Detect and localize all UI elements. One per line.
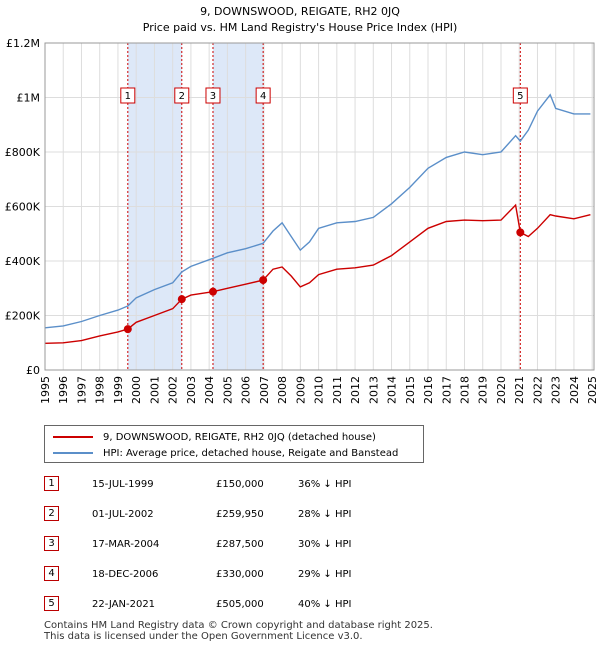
y-tick-label: £200K: [5, 310, 41, 323]
plot-border: [44, 42, 595, 371]
y-tick-label: £1.2M: [6, 37, 40, 50]
sale-hpi-diff: 30% ↓ HPI: [298, 539, 352, 550]
sale-number-badge: 4: [44, 566, 59, 581]
x-tick-label: 1998: [94, 376, 107, 404]
x-tick-label: 2006: [240, 376, 253, 404]
sale-label-number: 1: [125, 91, 131, 102]
sale-label-number: 5: [517, 91, 523, 102]
x-tick-label: 1995: [39, 376, 52, 404]
x-tick-label: 2002: [167, 376, 180, 404]
sale-point: [259, 276, 268, 285]
sale-label-box: [174, 87, 190, 104]
x-tick-label: 2025: [586, 376, 599, 404]
x-tick-label: 2012: [349, 376, 362, 404]
footer-line-licence: This data is licensed under the Open Gov…: [44, 631, 363, 642]
x-tick-label: 2003: [185, 376, 198, 404]
chart-legend: 9, DOWNSWOOD, REIGATE, RH2 0JQ (detached…: [44, 425, 424, 463]
sale-label-number: 3: [210, 91, 216, 102]
table-row: 5 22-JAN-2021 £505,000 40% ↓ HPI: [44, 596, 444, 616]
y-tick-label: £0: [26, 364, 40, 377]
sale-label-number: 4: [260, 91, 266, 102]
legend-label-hpi: HPI: Average price, detached house, Reig…: [103, 447, 399, 459]
x-tick-label: 2010: [313, 376, 326, 404]
sale-price: £259,950: [216, 509, 264, 520]
sale-number-badge: 3: [44, 536, 59, 551]
x-tick-label: 2013: [367, 376, 380, 404]
x-tick-label: 2015: [404, 376, 417, 404]
y-tick-label: £400K: [5, 255, 41, 268]
sale-point: [208, 287, 217, 296]
table-row: 4 18-DEC-2006 £330,000 29% ↓ HPI: [44, 566, 444, 586]
sale-hpi-diff: 40% ↓ HPI: [298, 599, 352, 610]
sale-hpi-diff: 28% ↓ HPI: [298, 509, 352, 520]
series-line-hpi: [44, 93, 591, 329]
x-tick-label: 1999: [112, 376, 125, 404]
x-tick-label: 2020: [495, 376, 508, 404]
sale-number-badge: 2: [44, 506, 59, 521]
sale-label-number: 2: [179, 91, 185, 102]
footer-line-copyright: Contains HM Land Registry data © Crown c…: [44, 620, 433, 631]
footer-attribution: Contains HM Land Registry data © Crown c…: [44, 620, 433, 642]
x-tick-label: 2001: [148, 376, 161, 404]
legend-item-property: 9, DOWNSWOOD, REIGATE, RH2 0JQ (detached…: [53, 429, 376, 445]
sale-point: [177, 295, 186, 304]
sale-date: 22-JAN-2021: [92, 599, 156, 610]
sale-price: £287,500: [216, 539, 264, 550]
table-row: 2 01-JUL-2002 £259,950 28% ↓ HPI: [44, 506, 444, 526]
x-tick-label: 2022: [531, 376, 544, 404]
y-tick-label: £600K: [5, 201, 41, 214]
y-tick-label: £1M: [17, 92, 41, 105]
x-tick-label: 2023: [550, 376, 563, 404]
x-tick-label: 2024: [568, 376, 581, 404]
x-tick-label: 2016: [422, 376, 435, 404]
sale-price: £330,000: [216, 569, 264, 580]
price-chart: 9, DOWNSWOOD, REIGATE, RH2 0JQ Price pai…: [5, 5, 599, 404]
sale-hpi-diff: 29% ↓ HPI: [298, 569, 352, 580]
series-line-property: [44, 203, 591, 344]
legend-swatch-hpi: [53, 452, 93, 454]
legend-item-hpi: HPI: Average price, detached house, Reig…: [53, 445, 398, 461]
x-tick-label: 2011: [331, 376, 344, 404]
x-tick-label: 2007: [258, 376, 271, 404]
chart-subtitle: Price paid vs. HM Land Registry's House …: [143, 21, 458, 34]
x-tick-label: 1997: [75, 376, 88, 404]
x-tick-label: 2009: [294, 376, 307, 404]
sale-hpi-diff: 36% ↓ HPI: [298, 479, 352, 490]
x-tick-label: 2021: [513, 376, 526, 404]
sale-number-badge: 1: [44, 476, 59, 491]
sale-price: £505,000: [216, 599, 264, 610]
sale-label-box: [120, 87, 136, 104]
x-tick-label: 1996: [57, 376, 70, 404]
chart-title: 9, DOWNSWOOD, REIGATE, RH2 0JQ: [200, 5, 400, 18]
x-tick-label: 2004: [203, 376, 216, 404]
sale-number-badge: 5: [44, 596, 59, 611]
sale-price: £150,000: [216, 479, 264, 490]
sale-label-box: [512, 87, 528, 104]
sale-label-box: [255, 87, 271, 104]
sale-date: 15-JUL-1999: [92, 479, 154, 490]
x-tick-label: 2008: [276, 376, 289, 404]
sale-point: [516, 228, 525, 237]
x-tick-label: 2018: [459, 376, 472, 404]
x-tick-label: 2014: [386, 376, 399, 404]
sale-label-box: [205, 87, 221, 104]
sale-point: [123, 325, 132, 334]
x-tick-label: 2017: [440, 376, 453, 404]
y-tick-label: £800K: [5, 146, 41, 159]
x-tick-label: 2005: [221, 376, 234, 404]
sale-date: 17-MAR-2004: [92, 539, 160, 550]
legend-label-property: 9, DOWNSWOOD, REIGATE, RH2 0JQ (detached…: [103, 431, 376, 443]
legend-swatch-property: [53, 436, 93, 438]
x-tick-label: 2019: [477, 376, 490, 404]
sale-date: 01-JUL-2002: [92, 509, 154, 520]
table-row: 1 15-JUL-1999 £150,000 36% ↓ HPI: [44, 476, 444, 496]
table-row: 3 17-MAR-2004 £287,500 30% ↓ HPI: [44, 536, 444, 556]
x-tick-label: 2000: [130, 376, 143, 404]
sale-date: 18-DEC-2006: [92, 569, 159, 580]
